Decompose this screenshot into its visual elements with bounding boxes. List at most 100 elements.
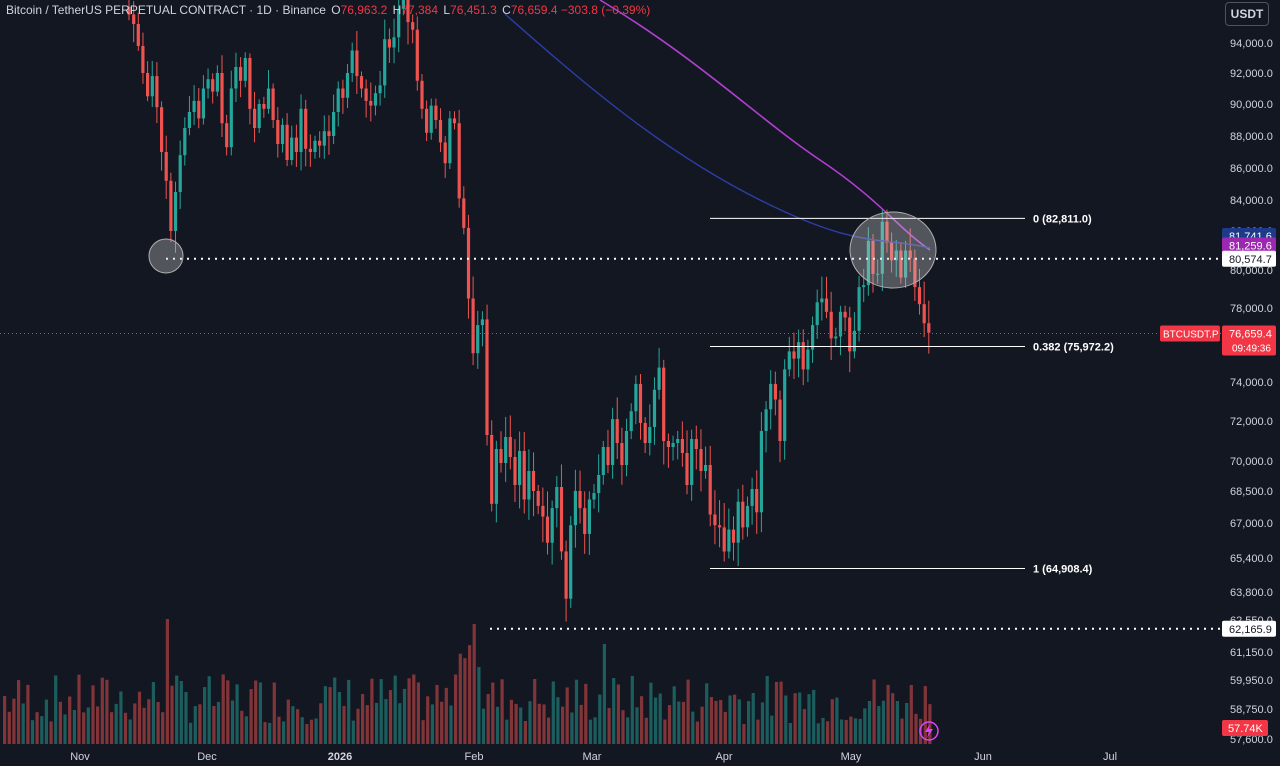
volume-bar bbox=[514, 703, 518, 744]
volume-bar bbox=[147, 699, 151, 744]
candle-body bbox=[136, 24, 140, 46]
volume-bar bbox=[914, 713, 918, 744]
volume-bar bbox=[602, 644, 606, 744]
ma-100-line bbox=[504, 13, 931, 249]
candle-body bbox=[885, 221, 889, 243]
volume-bar bbox=[528, 701, 532, 744]
candle-body bbox=[741, 501, 745, 528]
symbol-legend[interactable]: Bitcoin / TetherUS PERPETUAL CONTRACT · … bbox=[6, 3, 650, 17]
candle-body bbox=[536, 491, 540, 506]
price-axis[interactable]: 94,000.0 92,000.0 90,000.0 88,000.0 86,000.0… bbox=[1160, 38, 1276, 746]
candle-body bbox=[759, 431, 763, 513]
symbol-title[interactable]: Bitcoin / TetherUS PERPETUAL CONTRACT · … bbox=[6, 3, 326, 17]
volume-bar bbox=[44, 699, 48, 744]
volume-bar bbox=[161, 712, 165, 744]
time-axis[interactable]: Nov Dec 2026 Feb Mar Apr May Jun Jul bbox=[70, 751, 1117, 763]
candle-body bbox=[457, 123, 461, 199]
candle-body bbox=[913, 258, 917, 288]
volume-bar bbox=[872, 679, 876, 744]
volume-bar bbox=[654, 697, 658, 744]
volume-bar bbox=[12, 698, 16, 744]
candle-body bbox=[573, 491, 577, 526]
candle-body bbox=[164, 152, 168, 181]
lightning-icon[interactable] bbox=[918, 720, 940, 742]
volume-bar bbox=[588, 719, 593, 744]
volume-bar bbox=[258, 682, 262, 744]
candle-body bbox=[192, 100, 196, 112]
volume-bar bbox=[881, 700, 885, 744]
volume-bar bbox=[91, 685, 95, 744]
candle-body bbox=[783, 369, 787, 441]
currency-button[interactable]: USDT bbox=[1225, 2, 1269, 26]
volume-bar bbox=[649, 682, 653, 744]
candle-body bbox=[564, 551, 568, 599]
volume-bar bbox=[230, 700, 235, 744]
volume-bar bbox=[151, 682, 155, 744]
volume-bar bbox=[72, 710, 76, 744]
volume-bar bbox=[314, 718, 318, 744]
candle-body bbox=[150, 76, 154, 97]
price-tick-label: 65,400.0 bbox=[1230, 553, 1273, 565]
candle-body bbox=[415, 29, 419, 81]
volume-bar bbox=[798, 692, 802, 744]
candle-body bbox=[773, 383, 777, 400]
candle-body bbox=[271, 88, 275, 120]
high-value: 77,384 bbox=[401, 3, 439, 17]
volume-bar bbox=[351, 720, 355, 744]
volume-bar bbox=[533, 679, 537, 744]
volume-bar bbox=[779, 681, 783, 744]
candle-body bbox=[522, 451, 526, 500]
volume-bar bbox=[263, 722, 267, 744]
volume-bar bbox=[30, 720, 35, 744]
countdown-label: 09:49:36 bbox=[1232, 343, 1271, 354]
volume-bar bbox=[705, 683, 709, 744]
volume-bar bbox=[626, 717, 630, 744]
candle-body bbox=[332, 112, 336, 136]
volume-bar bbox=[296, 709, 300, 744]
candle-body bbox=[206, 79, 210, 89]
price-tick-label: 84,000.0 bbox=[1230, 195, 1273, 207]
candle-body bbox=[322, 131, 326, 146]
volume-bar bbox=[667, 705, 672, 744]
candle-body bbox=[797, 342, 801, 359]
candle-body bbox=[569, 525, 573, 599]
candle-body bbox=[815, 302, 819, 326]
volume-bar bbox=[305, 724, 309, 744]
candle-body bbox=[308, 148, 312, 152]
close-value: 76,659.4 bbox=[510, 3, 558, 17]
fib-retracement[interactable]: 0 (82,811.0) 0.382 (75,972.2) 1 (64,908.4) bbox=[710, 213, 1114, 575]
volume-bar bbox=[756, 719, 760, 744]
candle-body bbox=[718, 525, 722, 528]
volume-bar bbox=[751, 693, 755, 744]
candle-body bbox=[811, 325, 815, 350]
volume-bar bbox=[123, 712, 128, 744]
volume-bar bbox=[119, 691, 123, 744]
close-label: C bbox=[502, 3, 511, 17]
candle-body bbox=[513, 457, 517, 485]
volume-bar bbox=[379, 679, 383, 744]
candle-body bbox=[169, 180, 173, 231]
candle-body bbox=[243, 58, 247, 81]
low-value: 76,451.3 bbox=[450, 3, 497, 17]
highlight-circles[interactable] bbox=[148, 211, 937, 289]
candle-body bbox=[448, 118, 452, 164]
volume-bar bbox=[891, 693, 895, 744]
volume-bar bbox=[35, 712, 39, 744]
candle-body bbox=[927, 323, 931, 333]
volume-bar bbox=[110, 712, 114, 744]
volume-bar bbox=[644, 717, 648, 744]
volume-bar bbox=[537, 703, 541, 744]
volume-bar bbox=[421, 720, 425, 744]
candle-body bbox=[178, 155, 182, 192]
price-tick-label: 78,000.0 bbox=[1230, 303, 1273, 315]
time-tick-label: Jun bbox=[974, 751, 992, 763]
volume-bar bbox=[509, 699, 513, 744]
volume-bar bbox=[542, 704, 546, 744]
volume-bar bbox=[77, 674, 81, 744]
volume-bar bbox=[133, 703, 137, 744]
volume-bar bbox=[17, 680, 21, 744]
volume-bar bbox=[663, 719, 667, 744]
candle-body bbox=[531, 471, 536, 491]
volume-bar bbox=[58, 701, 62, 744]
